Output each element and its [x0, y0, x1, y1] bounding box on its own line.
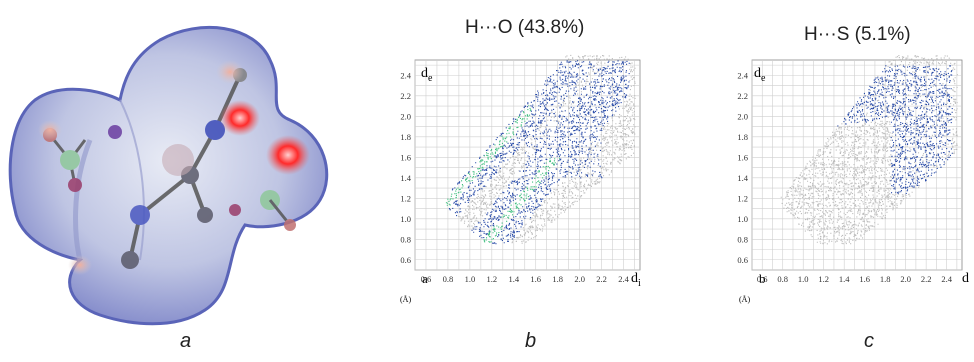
plot-frame: [414, 59, 641, 271]
x-tick-label: 0.8: [777, 274, 788, 284]
y-axis-label-b: de: [421, 66, 433, 84]
plot-title-c: H···S (5.1%): [804, 24, 911, 45]
plot-title-b: H···O (43.8%): [465, 17, 585, 38]
y-tick-label: 2.0: [400, 111, 411, 121]
x-tick-label: 1.4: [508, 274, 519, 284]
x-tick-label: 2.4: [618, 274, 629, 284]
y-tick-label: 0.8: [737, 234, 748, 244]
x-tick-label: 1.6: [530, 274, 541, 284]
y-tick-label: 2.2: [737, 91, 748, 101]
y-tick-label: 1.4: [737, 173, 748, 183]
y-tick-label: 1.2: [400, 193, 411, 203]
y-tick-label: 2.2: [400, 91, 411, 101]
x-tick-label: 2.0: [900, 274, 911, 284]
caption-a: a: [180, 330, 192, 352]
x-tick-label: 0.6: [421, 274, 432, 284]
x-tick-label: 0.8: [443, 274, 454, 284]
y-axis-label-c: de: [754, 66, 766, 84]
y-tick-label: 2.0: [737, 111, 748, 121]
x-tick-label: 1.0: [798, 274, 809, 284]
x-tick-label: 1.2: [818, 274, 829, 284]
y-tick-label: 2.4: [400, 70, 411, 80]
x-tick-label: 1.8: [880, 274, 891, 284]
x-axis-label-c: d: [962, 271, 969, 286]
y-tick-label: 1.4: [400, 173, 411, 183]
panel-a: a: [0, 0, 330, 362]
x-tick-label: 2.4: [941, 274, 952, 284]
y-tick-label: 0.6: [737, 255, 748, 265]
fingerprint-plot-c: 0.6 0.8 1.0 1.2 1.4 1.6 1.8 2.0 2.2 2.4 0.6 0.8 1.0 1…: [737, 55, 969, 304]
y-tick-label: 1.8: [737, 132, 748, 142]
x-tick-label: 1.4: [839, 274, 850, 284]
fingerprint-highlight-points: [448, 60, 630, 245]
y-tick-label: 0.6: [400, 255, 411, 265]
x-tick-label: 2.0: [574, 274, 585, 284]
unit-label-b: (Å): [400, 295, 411, 304]
fingerprint-dense-points: [445, 105, 560, 243]
y-tick-label: 1.6: [737, 152, 748, 162]
y-tick-label: 2.4: [737, 70, 748, 80]
hirshfeld-surface: [8, 26, 329, 326]
y-tick-label: 1.6: [400, 152, 411, 162]
corner-label-b: a: [422, 271, 428, 286]
fingerprint-plot-b: 0.6 0.8 1.0 1.2 1.4 1.6 1.8 2.0 2.2 2.4 0.6 0.8 1.0 1…: [400, 54, 641, 304]
hotspot-1: [220, 100, 260, 136]
corner-label-c: b: [759, 271, 766, 286]
x-tick-label: 2.2: [921, 274, 932, 284]
unit-label-c: (Å): [739, 295, 750, 304]
y-tick-label: 1.0: [737, 214, 748, 224]
y-tick-label: 1.2: [737, 193, 748, 203]
x-tick-label: 2.2: [596, 274, 607, 284]
y-tick-label: 1.8: [400, 132, 411, 142]
x-tick-label: 1.2: [487, 274, 498, 284]
x-tick-label: 0.6: [757, 274, 768, 284]
caption-b: b: [525, 330, 537, 352]
x-tick-label: 1.6: [859, 274, 870, 284]
y-tick-label: 1.0: [400, 214, 411, 224]
caption-c: c: [864, 330, 874, 352]
panel-c: H···S (5.1%) 0.6 0.8 1.0 1.2 1.4 1.6 1.8 2.0 2.2…: [704, 0, 974, 362]
surface-body: [8, 26, 329, 326]
hotspot-2: [266, 135, 310, 175]
x-axis-label-b: di: [631, 271, 641, 289]
panel-b: H···O (43.8%) 0.6 0.8 1.0 1.2 1.4 1.6 1.8 2.0 2.…: [385, 0, 655, 362]
x-tick-label: 1.0: [465, 274, 476, 284]
y-tick-label: 0.8: [400, 234, 411, 244]
x-tick-label: 1.8: [552, 274, 563, 284]
